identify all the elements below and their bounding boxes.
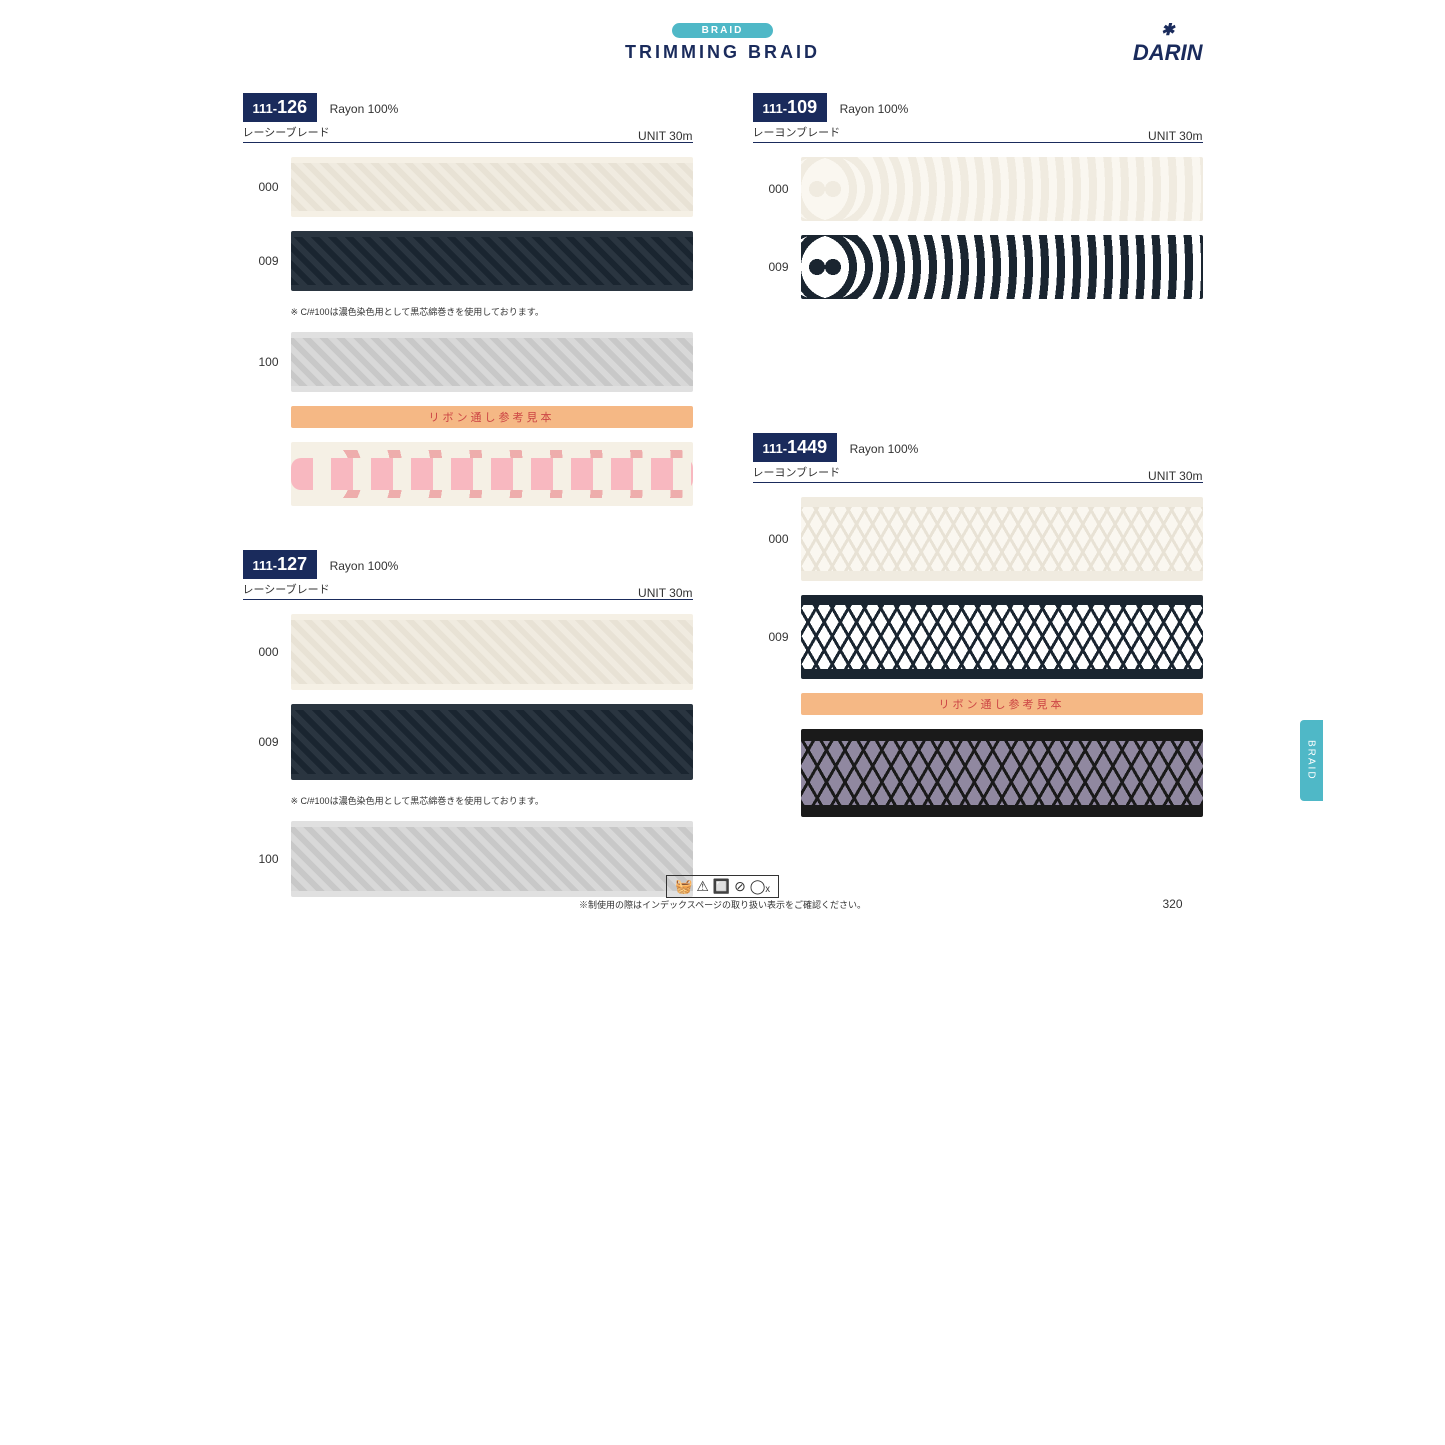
left-column: 111-126 Rayon 100% レーシーブレード UNIT 30m 000…	[243, 93, 693, 911]
page-footer: 🧺 ⚠ 🔲 ⊘ ◯ₓ ※制使用の際はインデックスページの取り扱い表示をご確認くだ…	[123, 875, 1323, 911]
braid-swatch	[291, 157, 693, 217]
product-header: 111-109 Rayon 100% レーヨンブレード UNIT 30m	[753, 93, 1203, 143]
brand-name: DARIN	[1133, 40, 1203, 65]
content-columns: 111-126 Rayon 100% レーシーブレード UNIT 30m 000…	[123, 93, 1323, 911]
unit-text: UNIT 30m	[1148, 469, 1202, 483]
swatch-row: 009	[753, 595, 1203, 679]
material-text: Rayon 100%	[330, 102, 399, 116]
page-number: 320	[1162, 897, 1182, 911]
header-divider	[243, 599, 693, 600]
product-code: 111-126	[243, 93, 318, 122]
ribbon-sample-label: リボン通し参考見本	[801, 693, 1203, 715]
product-header: 111-127 Rayon 100% レーシーブレード UNIT 30m	[243, 550, 693, 600]
braid-swatch	[291, 332, 693, 392]
footer-note: ※制使用の際はインデックスページの取り扱い表示をご確認ください。	[123, 898, 1323, 911]
product-code: 111-109	[753, 93, 828, 122]
material-text: Rayon 100%	[850, 442, 919, 456]
swatch-row: 009	[243, 704, 693, 780]
swatch-row	[243, 442, 693, 506]
braid-swatch	[291, 231, 693, 291]
category-badge: BRAID	[672, 23, 774, 38]
swatch-row: 000	[753, 497, 1203, 581]
color-code: 000	[243, 180, 279, 194]
product-jp-name: レーシーブレード	[243, 124, 693, 140]
product-jp-name: レーヨンブレード	[753, 124, 1203, 140]
header-divider	[243, 142, 693, 143]
product-header: 111-126 Rayon 100% レーシーブレード UNIT 30m	[243, 93, 693, 143]
swatch-row: 000	[753, 157, 1203, 221]
product-code: 111-1449	[753, 433, 838, 462]
header-divider	[753, 482, 1203, 483]
color-code: 009	[243, 254, 279, 268]
color-code: 100	[243, 355, 279, 369]
braid-swatch	[291, 614, 693, 690]
logo-star-icon: ✱	[1133, 20, 1203, 40]
braid-swatch	[801, 595, 1203, 679]
swatch-row	[753, 729, 1203, 817]
ribbon-sample-label: リボン通し参考見本	[291, 406, 693, 428]
dye-note: ※ C/#100は濃色染色用として黒芯綿巻きを使用しております。	[291, 305, 693, 318]
braid-swatch	[801, 157, 1203, 221]
dye-note: ※ C/#100は濃色染色用として黒芯綿巻きを使用しております。	[291, 794, 693, 807]
material-text: Rayon 100%	[840, 102, 909, 116]
color-code: 009	[753, 260, 789, 274]
color-code: 000	[753, 182, 789, 196]
product-code: 111-127	[243, 550, 318, 579]
product-jp-name: レーヨンブレード	[753, 464, 1203, 480]
color-code: 000	[753, 532, 789, 546]
braid-swatch	[801, 497, 1203, 581]
unit-text: UNIT 30m	[1148, 129, 1202, 143]
swatch-row: 100	[243, 332, 693, 392]
product-header: 111-1449 Rayon 100% レーヨンブレード UNIT 30m	[753, 433, 1203, 483]
color-code: 000	[243, 645, 279, 659]
braid-swatch	[291, 704, 693, 780]
material-text: Rayon 100%	[330, 559, 399, 573]
color-code: 009	[243, 735, 279, 749]
swatch-row: 000	[243, 157, 693, 217]
swatch-row: 009	[753, 235, 1203, 299]
brand-logo: ✱ DARIN	[1133, 20, 1203, 66]
swatch-row: 000	[243, 614, 693, 690]
color-code: 100	[243, 852, 279, 866]
side-tab: BRAID	[1300, 720, 1323, 801]
product-jp-name: レーシーブレード	[243, 581, 693, 597]
unit-text: UNIT 30m	[638, 586, 692, 600]
right-column: 111-109 Rayon 100% レーヨンブレード UNIT 30m 000…	[753, 93, 1203, 911]
unit-text: UNIT 30m	[638, 129, 692, 143]
braid-swatch	[291, 442, 693, 506]
braid-swatch	[801, 729, 1203, 817]
header-divider	[753, 142, 1203, 143]
color-code: 009	[753, 630, 789, 644]
catalog-page: BRAID TRIMMING BRAID ✱ DARIN 111-126 Ray…	[123, 0, 1323, 931]
swatch-row: 009	[243, 231, 693, 291]
care-icons: 🧺 ⚠ 🔲 ⊘ ◯ₓ	[666, 875, 779, 898]
page-header: BRAID TRIMMING BRAID ✱ DARIN	[123, 20, 1323, 63]
braid-swatch	[801, 235, 1203, 299]
